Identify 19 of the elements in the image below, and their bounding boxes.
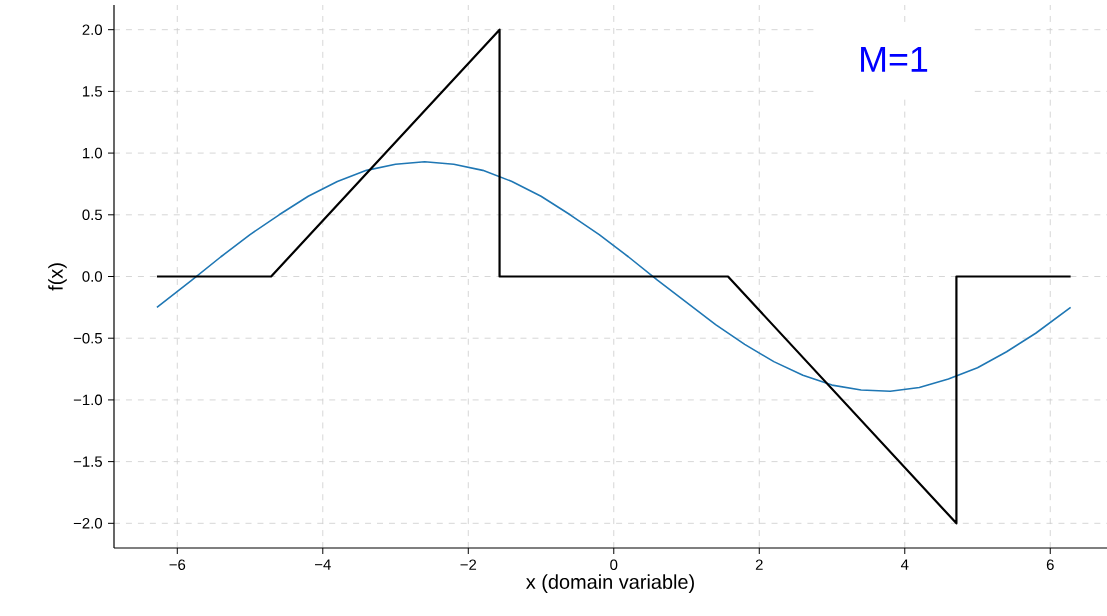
y-tick-label: −1.5 bbox=[73, 456, 102, 467]
x-tick-label: 0 bbox=[610, 559, 618, 570]
y-tick-label: −2.0 bbox=[73, 518, 103, 529]
x-tick-label: 6 bbox=[1046, 559, 1054, 570]
x-tick-label: 2 bbox=[755, 559, 763, 570]
y-tick-label: −1.0 bbox=[73, 394, 103, 406]
annotation: M=1 bbox=[861, 46, 928, 72]
y-tick-label: 1.0 bbox=[82, 147, 103, 159]
x-tick-label: −4 bbox=[315, 559, 331, 570]
x-tick-label: 4 bbox=[900, 559, 909, 570]
y-tick-label: 0.5 bbox=[82, 209, 102, 221]
y-tick-label: 1.5 bbox=[82, 86, 102, 97]
y-tick-label: 2.0 bbox=[82, 24, 103, 35]
x-tick-label: −2 bbox=[460, 559, 477, 570]
y-axis-title: f(x) bbox=[48, 263, 67, 291]
y-tick-label: −0.5 bbox=[73, 332, 102, 344]
x-axis-title: x (domain variable) bbox=[526, 574, 694, 593]
y-tick-label: 0.0 bbox=[82, 271, 103, 282]
x-tick-label: −6 bbox=[169, 559, 186, 570]
